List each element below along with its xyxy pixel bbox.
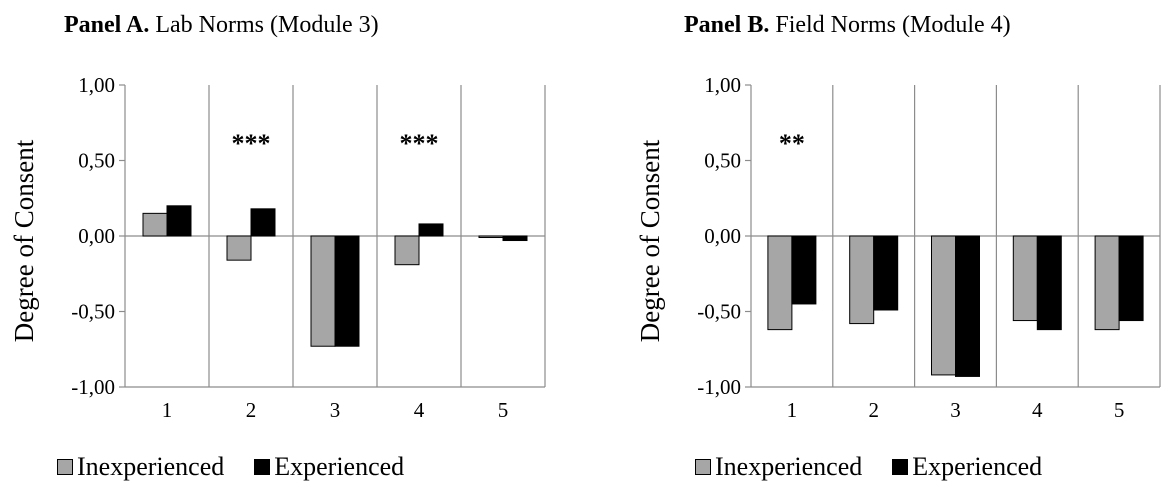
y-tick-label: -1,00 bbox=[71, 375, 115, 399]
bar-inexperienced bbox=[142, 212, 168, 237]
y-tick-label: -1,00 bbox=[697, 375, 741, 399]
legend-label: Inexperienced bbox=[77, 452, 225, 481]
y-tick-label: 1,00 bbox=[78, 73, 115, 97]
panel-b: Panel B. Field Norms (Module 4) 1,00 0,50… bbox=[590, 0, 1167, 485]
legend-swatch bbox=[57, 459, 73, 475]
legend-label: Experienced bbox=[274, 452, 405, 481]
y-tick-label: -0,50 bbox=[71, 300, 115, 324]
x-tick-label: 3 bbox=[330, 398, 341, 422]
y-tick-label: 0,50 bbox=[78, 149, 115, 173]
bar-chart: 1,00 0,50 0,00 -0,50 -1,00 Degree of Consent 1… bbox=[9, 73, 546, 422]
x-tick-label: 5 bbox=[1114, 398, 1125, 422]
legend-item: Inexperienced bbox=[57, 452, 224, 482]
y-tick-label: 0,00 bbox=[78, 224, 115, 248]
legend-item: Experienced bbox=[254, 452, 404, 482]
panel-a: Panel A. Lab Norms (Module 3) 1,00 0,50 0,… bbox=[0, 0, 560, 485]
chart-title: Panel A. Lab Norms (Module 3) bbox=[64, 12, 379, 39]
bar-experienced bbox=[1036, 235, 1062, 331]
legend-swatch bbox=[254, 459, 271, 475]
chart-title-bold: Panel B. bbox=[684, 12, 770, 38]
x-tick-label: 1 bbox=[787, 398, 798, 422]
y-axis-label: Degree of Consent bbox=[635, 139, 665, 342]
bar-inexperienced bbox=[310, 235, 336, 347]
significance-annotation: ** bbox=[779, 129, 805, 158]
bar-experienced bbox=[418, 223, 444, 237]
y-tick-label: 0,00 bbox=[704, 224, 741, 248]
significance-annotation: *** bbox=[232, 129, 271, 158]
bar-inexperienced bbox=[849, 235, 875, 325]
legend-label: Inexperienced bbox=[715, 452, 863, 481]
bar-experienced bbox=[1118, 235, 1144, 322]
legend-item: Experienced bbox=[892, 452, 1042, 482]
legend-swatch bbox=[892, 459, 909, 475]
x-tick-label: 4 bbox=[414, 398, 425, 422]
legend: Inexperienced Experienced bbox=[57, 452, 434, 482]
x-tick-label: 4 bbox=[1032, 398, 1043, 422]
y-tick-label: 0,50 bbox=[704, 149, 741, 173]
bar-inexperienced bbox=[767, 235, 793, 331]
chart-title-bold: Panel A. bbox=[64, 12, 150, 38]
y-tick-label: -0,50 bbox=[697, 300, 741, 324]
x-tick-label: 1 bbox=[162, 398, 173, 422]
bar-inexperienced bbox=[931, 235, 956, 376]
chart-title: Panel B. Field Norms (Module 4) bbox=[684, 12, 1011, 39]
bar-experienced bbox=[955, 235, 980, 377]
bar-experienced bbox=[166, 205, 192, 237]
x-tick-label: 2 bbox=[246, 398, 257, 422]
bar-inexperienced bbox=[1012, 235, 1038, 322]
bar-inexperienced bbox=[226, 235, 252, 261]
bar-inexperienced bbox=[478, 235, 504, 239]
bar-experienced bbox=[873, 235, 899, 311]
bar-experienced bbox=[334, 235, 360, 347]
bar-experienced bbox=[502, 235, 528, 242]
y-tick-label: 1,00 bbox=[704, 73, 741, 97]
significance-annotation: *** bbox=[400, 129, 439, 158]
bar-chart: 1,00 0,50 0,00 -0,50 -1,00 Degree of Consent 1… bbox=[635, 73, 1161, 422]
x-tick-label: 5 bbox=[498, 398, 509, 422]
bar-inexperienced bbox=[394, 235, 420, 266]
legend-item: Inexperienced bbox=[695, 452, 862, 482]
legend: Inexperienced Experienced bbox=[695, 452, 1072, 482]
chart-title-rest: Lab Norms (Module 3) bbox=[149, 12, 379, 38]
x-tick-label: 2 bbox=[868, 398, 879, 422]
bar-inexperienced bbox=[1094, 235, 1120, 331]
bar-experienced bbox=[791, 235, 817, 305]
y-axis-label: Degree of Consent bbox=[9, 139, 39, 342]
x-tick-label: 3 bbox=[950, 398, 961, 422]
bar-experienced bbox=[250, 208, 276, 237]
legend-label: Experienced bbox=[912, 452, 1043, 481]
chart-title-rest: Field Norms (Module 4) bbox=[769, 12, 1011, 38]
legend-swatch bbox=[695, 459, 711, 475]
